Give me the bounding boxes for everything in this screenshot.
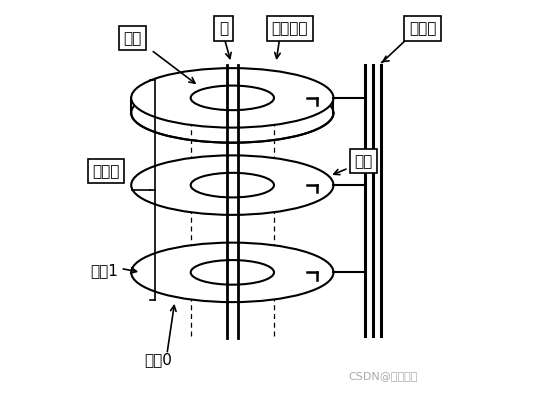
Ellipse shape	[191, 260, 274, 285]
Text: 盘面1: 盘面1	[90, 263, 118, 278]
Text: 移动臂: 移动臂	[409, 21, 436, 36]
Ellipse shape	[131, 83, 333, 142]
Text: 盘片组: 盘片组	[92, 164, 120, 179]
Ellipse shape	[191, 86, 274, 110]
Text: 轴: 轴	[219, 21, 228, 36]
Text: 柱面: 柱面	[354, 154, 372, 169]
Ellipse shape	[131, 155, 333, 215]
Text: 磁道: 磁道	[123, 31, 141, 46]
Ellipse shape	[191, 173, 274, 197]
Text: CSDN@亿维数组: CSDN@亿维数组	[348, 371, 418, 381]
Ellipse shape	[131, 68, 333, 128]
Text: 读写磁头: 读写磁头	[271, 21, 308, 36]
Ellipse shape	[131, 243, 333, 302]
Text: 盘面0: 盘面0	[144, 352, 172, 367]
